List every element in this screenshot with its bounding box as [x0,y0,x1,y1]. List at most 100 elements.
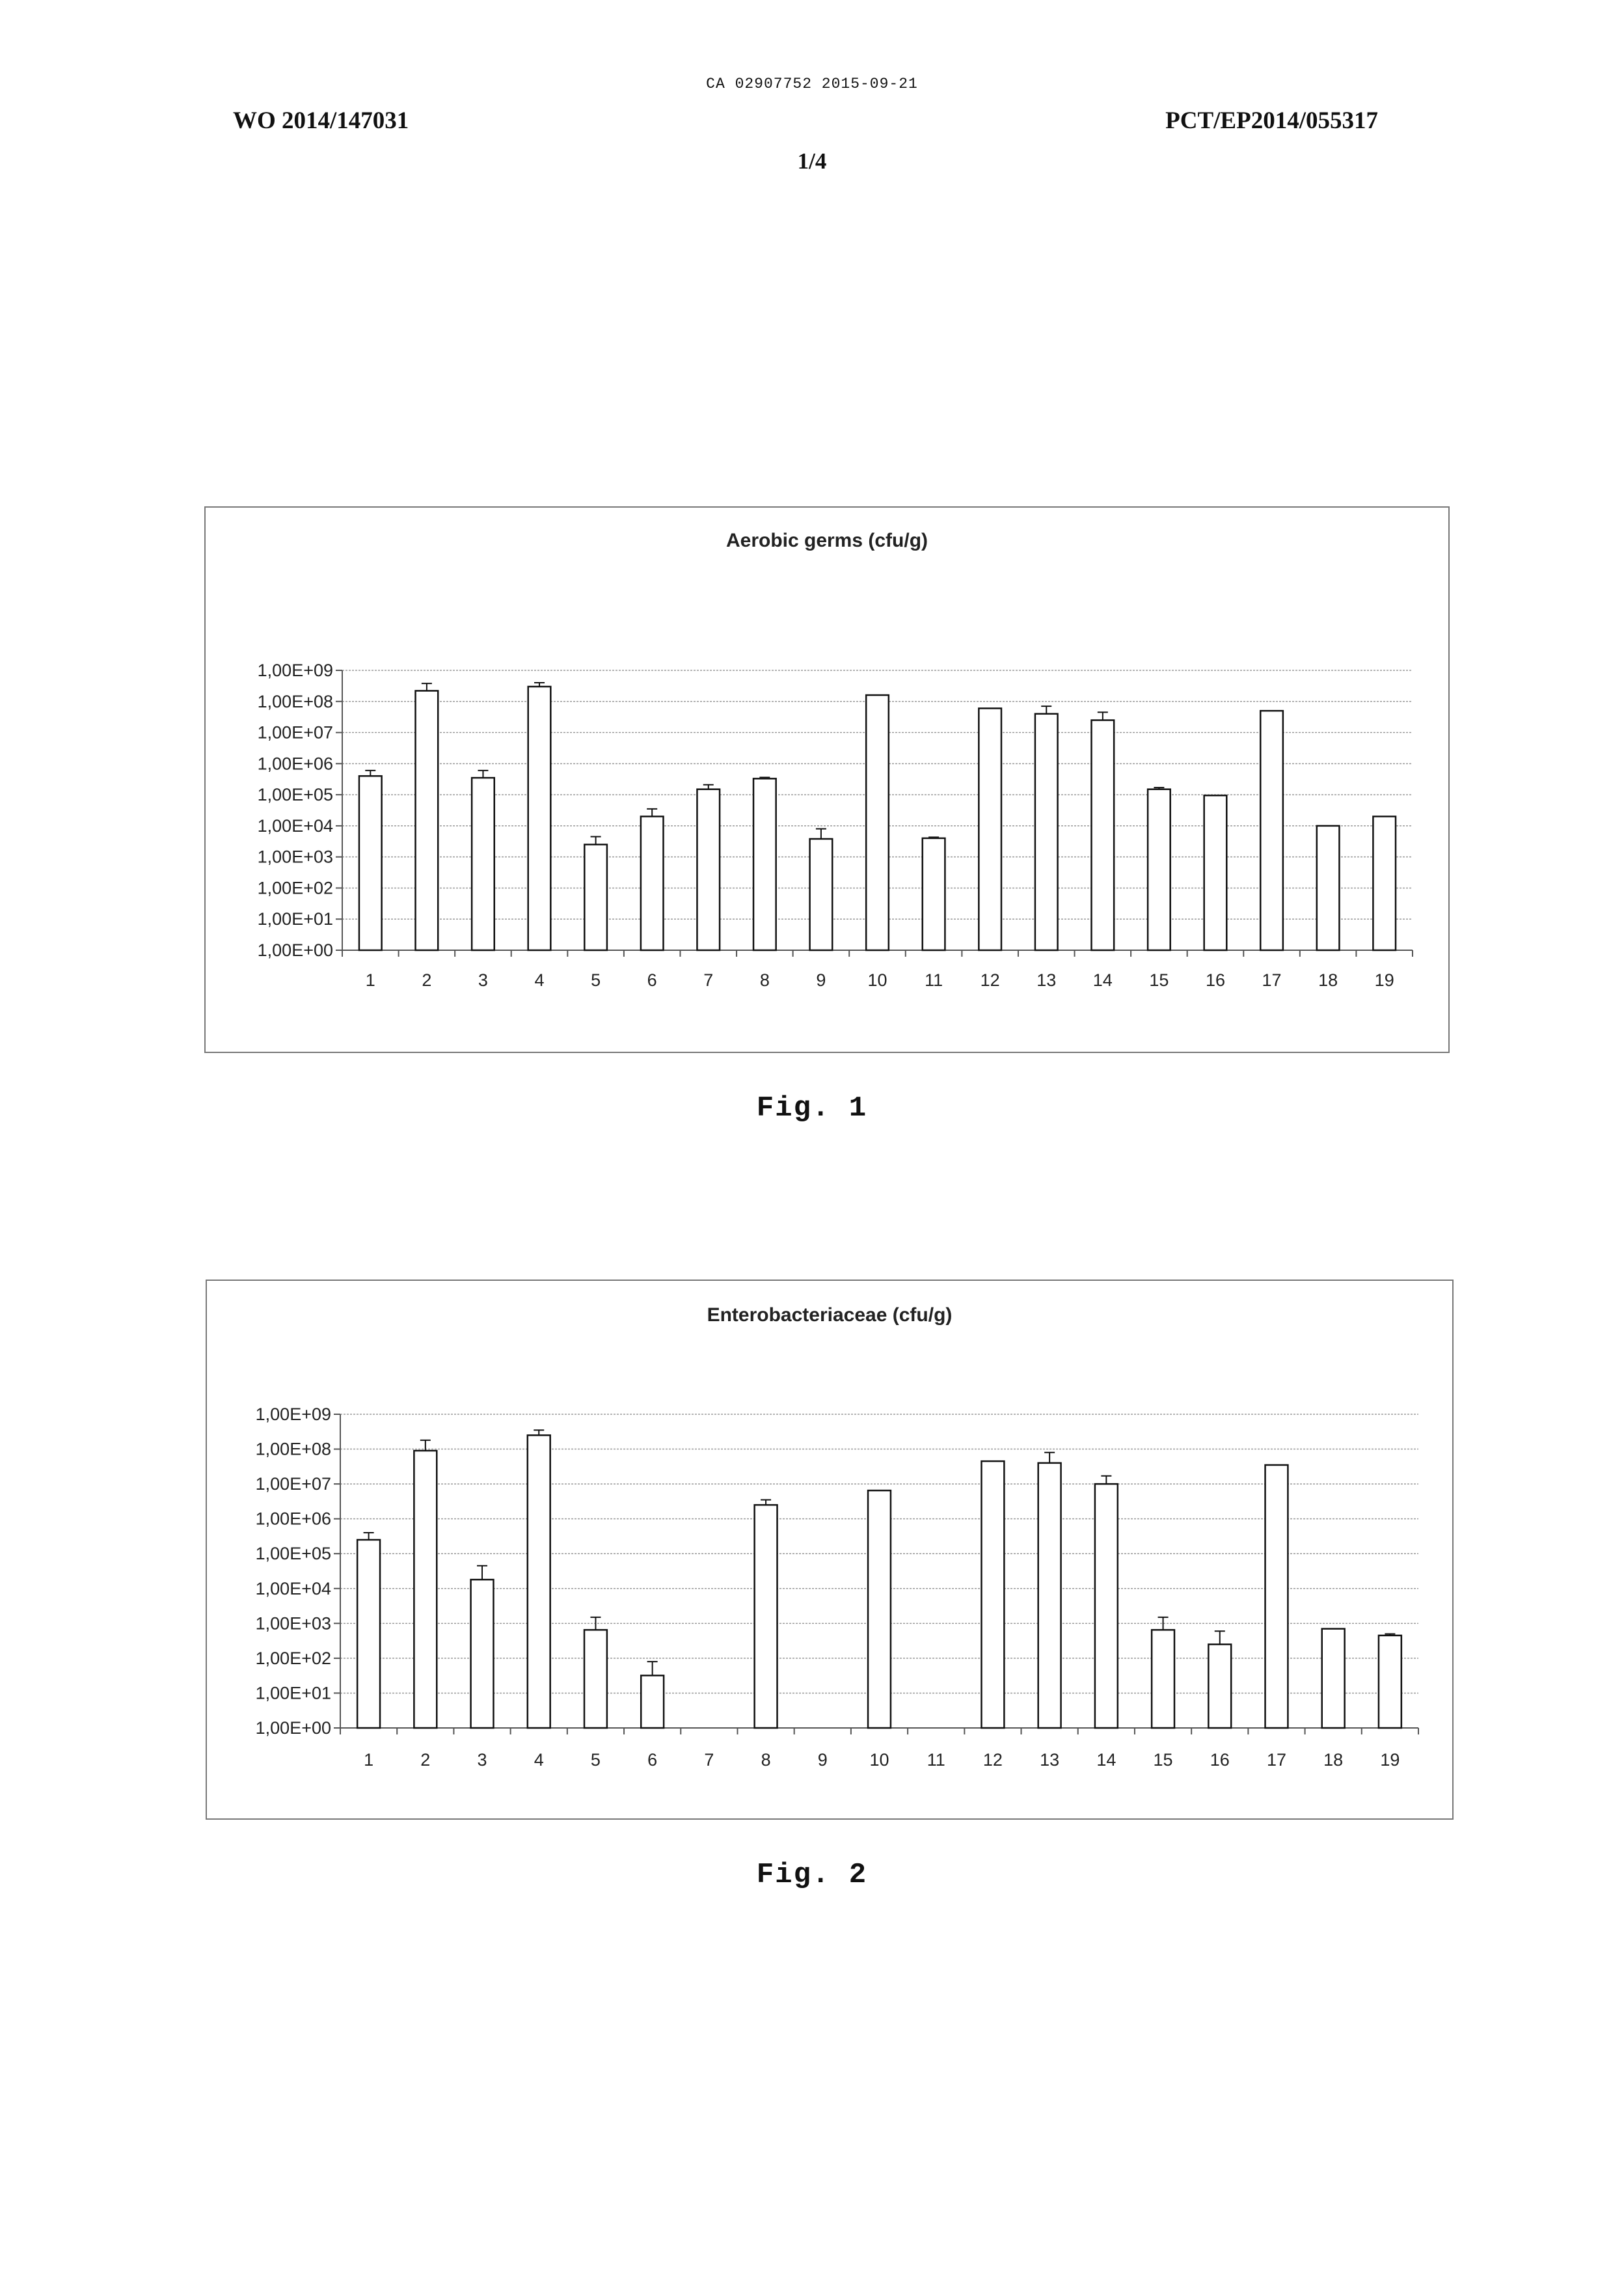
x-tick-label: 18 [1323,1750,1343,1770]
bar [471,1580,494,1728]
x-tick-label: 17 [1267,1750,1286,1770]
y-tick-label: 1,00E+02 [258,878,333,897]
bar [979,708,1001,950]
sheet-number: 1/4 [0,148,1624,174]
figure-1-chart: Aerobic germs (cfu/g)1,00E+001,00E+011,0… [204,506,1450,1053]
x-tick-label: 2 [422,970,431,990]
bar [414,1451,437,1728]
x-tick-label: 4 [534,1750,544,1770]
y-tick-label: 1,00E+05 [258,785,333,804]
bar [1260,711,1283,950]
bar [810,839,833,950]
bar [923,838,945,950]
aerobic-germs-chart-svg: Aerobic germs (cfu/g)1,00E+001,00E+011,0… [206,508,1448,1052]
y-tick-label: 1,00E+07 [256,1474,331,1494]
y-tick-label: 1,00E+00 [258,940,333,960]
x-tick-label: 9 [818,1750,828,1770]
bar [641,1675,664,1728]
x-tick-label: 12 [981,970,1000,990]
y-tick-label: 1,00E+04 [258,816,333,836]
x-tick-label: 14 [1093,970,1113,990]
x-tick-label: 11 [925,970,943,990]
chart-title: Enterobacteriaceae (cfu/g) [707,1304,953,1326]
x-tick-label: 19 [1375,970,1394,990]
bar [1148,789,1171,950]
x-tick-label: 1 [364,1750,373,1770]
bar [584,845,607,950]
x-tick-label: 13 [1036,970,1056,990]
y-tick-label: 1,00E+02 [256,1649,331,1668]
bar [1373,817,1396,950]
figure-2-chart: Enterobacteriaceae (cfu/g) 1,00E+00 1,00E+… [206,1280,1454,1820]
y-tick-label: 1,00E+08 [258,692,333,711]
bar [1035,714,1058,950]
y-tick-label: 1,00E+09 [256,1404,331,1424]
x-tick-label: 19 [1380,1750,1400,1770]
y-tick-label: 1,00E+03 [258,847,333,867]
x-tick-label: 15 [1149,970,1169,990]
y-tick-label: 1,00E+06 [258,754,333,773]
bar [866,695,889,950]
x-tick-label: 3 [478,1750,487,1770]
y-tick-label: 1,00E+06 [256,1509,331,1529]
bar [1322,1629,1345,1728]
y-tick-label: 1,00E+01 [256,1683,331,1703]
bar [416,691,439,950]
bar [1265,1465,1288,1728]
publication-number: WO 2014/147031 [233,107,409,135]
x-tick-label: 11 [927,1750,945,1770]
bar [1317,826,1340,950]
bar [584,1630,607,1728]
enterobacteriaceae-chart-svg: Enterobacteriaceae (cfu/g) 1,00E+00 1,00E+… [207,1281,1452,1818]
x-tick-label: 16 [1206,970,1225,990]
x-tick-label: 5 [591,1750,601,1770]
x-tick-label: 8 [761,1750,771,1770]
figure-1-caption: Fig. 1 [0,1092,1624,1125]
y-tick-label: 1,00E+09 [258,661,333,680]
bar [1204,795,1227,950]
x-tick-label: 9 [816,970,826,990]
chart-title: Aerobic germs (cfu/g) [726,530,928,551]
bar [697,789,720,950]
bar [528,687,551,950]
y-tick-label: 1,00E+08 [256,1440,331,1459]
bar [753,778,776,950]
bar [641,817,664,950]
bar [359,776,382,950]
bar [981,1461,1004,1728]
x-tick-label: 12 [983,1750,1003,1770]
y-tick-label: 1,00E+07 [258,723,333,743]
x-tick-label: 17 [1262,970,1282,990]
x-tick-label: 5 [591,970,601,990]
x-tick-label: 10 [867,970,887,990]
bar [868,1490,891,1728]
bar [357,1540,380,1728]
application-number: PCT/EP2014/055317 [1165,107,1378,135]
x-tick-label: 8 [760,970,770,990]
bar [1092,720,1115,950]
x-tick-label: 3 [478,970,488,990]
x-tick-label: 7 [704,1750,714,1770]
x-tick-label: 6 [647,1750,657,1770]
bar [1095,1484,1118,1728]
y-tick-label: 1,00E+00 [256,1718,331,1738]
bar [1038,1463,1061,1728]
bar [1208,1645,1231,1728]
y-tick-label: 1,00E+05 [256,1544,331,1563]
bar [528,1435,550,1728]
x-tick-label: 6 [647,970,657,990]
y-tick-label: 1,00E+04 [256,1579,331,1598]
x-tick-label: 13 [1040,1750,1059,1770]
bar [1379,1636,1401,1728]
y-tick-label: 1,00E+03 [256,1613,331,1633]
bar [755,1505,778,1728]
x-tick-label: 16 [1210,1750,1230,1770]
document-id-line: CA 02907752 2015-09-21 [0,75,1624,92]
bar [1152,1630,1174,1728]
x-tick-label: 14 [1096,1750,1116,1770]
x-tick-label: 4 [535,970,545,990]
x-tick-label: 15 [1154,1750,1173,1770]
x-tick-label: 2 [420,1750,430,1770]
x-tick-label: 10 [869,1750,889,1770]
bar [472,778,494,950]
